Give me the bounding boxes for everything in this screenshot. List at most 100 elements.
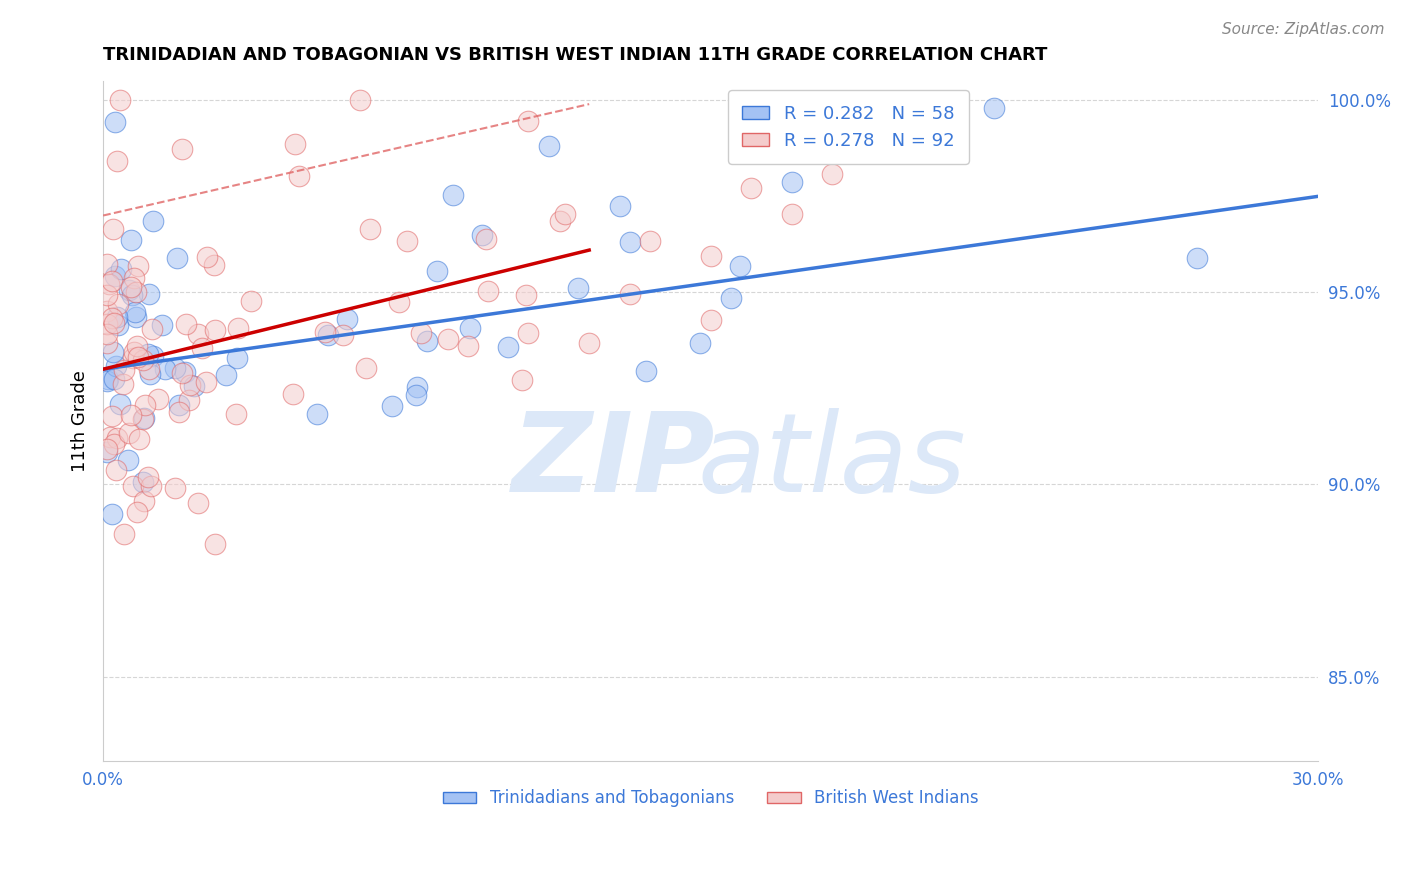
Point [460, 321, 482, 335]
Point [97, 372, 120, 386]
Point [1185, 251, 1208, 265]
Point [97, 277, 120, 292]
Text: TRINIDADIAN AND TOBAGONIAN VS BRITISH WEST INDIAN 11TH GRADE CORRELATION CHART: TRINIDADIAN AND TOBAGONIAN VS BRITISH WE… [103, 46, 1047, 64]
Point [107, 318, 129, 333]
Point [96, 375, 118, 389]
Point [740, 181, 762, 195]
Point [128, 432, 150, 446]
Legend: Trinidadians and Tobagonians, British West Indians: Trinidadians and Tobagonians, British We… [436, 782, 986, 814]
Point [202, 258, 225, 272]
Point [166, 251, 188, 265]
Point [477, 284, 499, 298]
Point [388, 294, 411, 309]
Point [105, 154, 128, 169]
Point [103, 316, 125, 330]
Point [96, 442, 118, 456]
Point [356, 361, 378, 376]
Y-axis label: 11th Grade: 11th Grade [72, 370, 89, 472]
Point [349, 93, 371, 107]
Point [125, 339, 148, 353]
Point [395, 234, 418, 248]
Point [728, 259, 751, 273]
Point [359, 222, 381, 236]
Point [174, 318, 197, 332]
Point [108, 397, 131, 411]
Point [316, 327, 339, 342]
Point [780, 207, 803, 221]
Point [170, 142, 193, 156]
Point [120, 280, 142, 294]
Point [138, 287, 160, 301]
Point [134, 398, 156, 412]
Point [437, 332, 460, 346]
Point [101, 274, 124, 288]
Point [634, 364, 657, 378]
Point [165, 360, 187, 375]
Point [138, 362, 160, 376]
Point [510, 373, 533, 387]
Point [567, 281, 589, 295]
Text: Source: ZipAtlas.com: Source: ZipAtlas.com [1222, 22, 1385, 37]
Point [821, 167, 844, 181]
Point [136, 347, 159, 361]
Point [283, 386, 305, 401]
Point [496, 340, 519, 354]
Point [195, 375, 218, 389]
Point [619, 235, 641, 249]
Point [153, 361, 176, 376]
Point [554, 207, 576, 221]
Point [96, 317, 118, 331]
Point [96, 288, 118, 302]
Point [204, 537, 226, 551]
Point [471, 227, 494, 242]
Point [173, 365, 195, 379]
Point [150, 318, 173, 332]
Point [689, 335, 711, 350]
Point [111, 377, 134, 392]
Point [104, 114, 127, 128]
Point [127, 350, 149, 364]
Point [139, 367, 162, 381]
Point [118, 426, 141, 441]
Point [179, 378, 201, 392]
Point [307, 408, 329, 422]
Point [96, 257, 118, 271]
Point [121, 351, 143, 365]
Point [136, 470, 159, 484]
Point [103, 372, 125, 386]
Point [416, 334, 439, 349]
Point [141, 322, 163, 336]
Point [699, 249, 721, 263]
Point [381, 400, 404, 414]
Point [96, 445, 118, 459]
Point [105, 431, 128, 445]
Point [619, 287, 641, 301]
Point [103, 268, 125, 283]
Point [125, 505, 148, 519]
Point [426, 263, 449, 277]
Point [515, 288, 537, 302]
Point [187, 327, 209, 342]
Point [101, 507, 124, 521]
Point [165, 481, 187, 495]
Point [983, 101, 1005, 115]
Point [516, 113, 538, 128]
Point [107, 297, 129, 311]
Point [125, 310, 148, 325]
Point [191, 341, 214, 355]
Point [411, 326, 433, 341]
Point [127, 260, 149, 274]
Point [287, 169, 309, 183]
Point [332, 328, 354, 343]
Point [169, 405, 191, 419]
Point [132, 410, 155, 425]
Point [132, 353, 155, 368]
Text: atlas: atlas [697, 409, 966, 516]
Point [124, 285, 146, 299]
Point [121, 288, 143, 302]
Text: ZIP: ZIP [512, 409, 716, 516]
Point [183, 379, 205, 393]
Point [117, 453, 139, 467]
Point [187, 496, 209, 510]
Point [240, 294, 263, 309]
